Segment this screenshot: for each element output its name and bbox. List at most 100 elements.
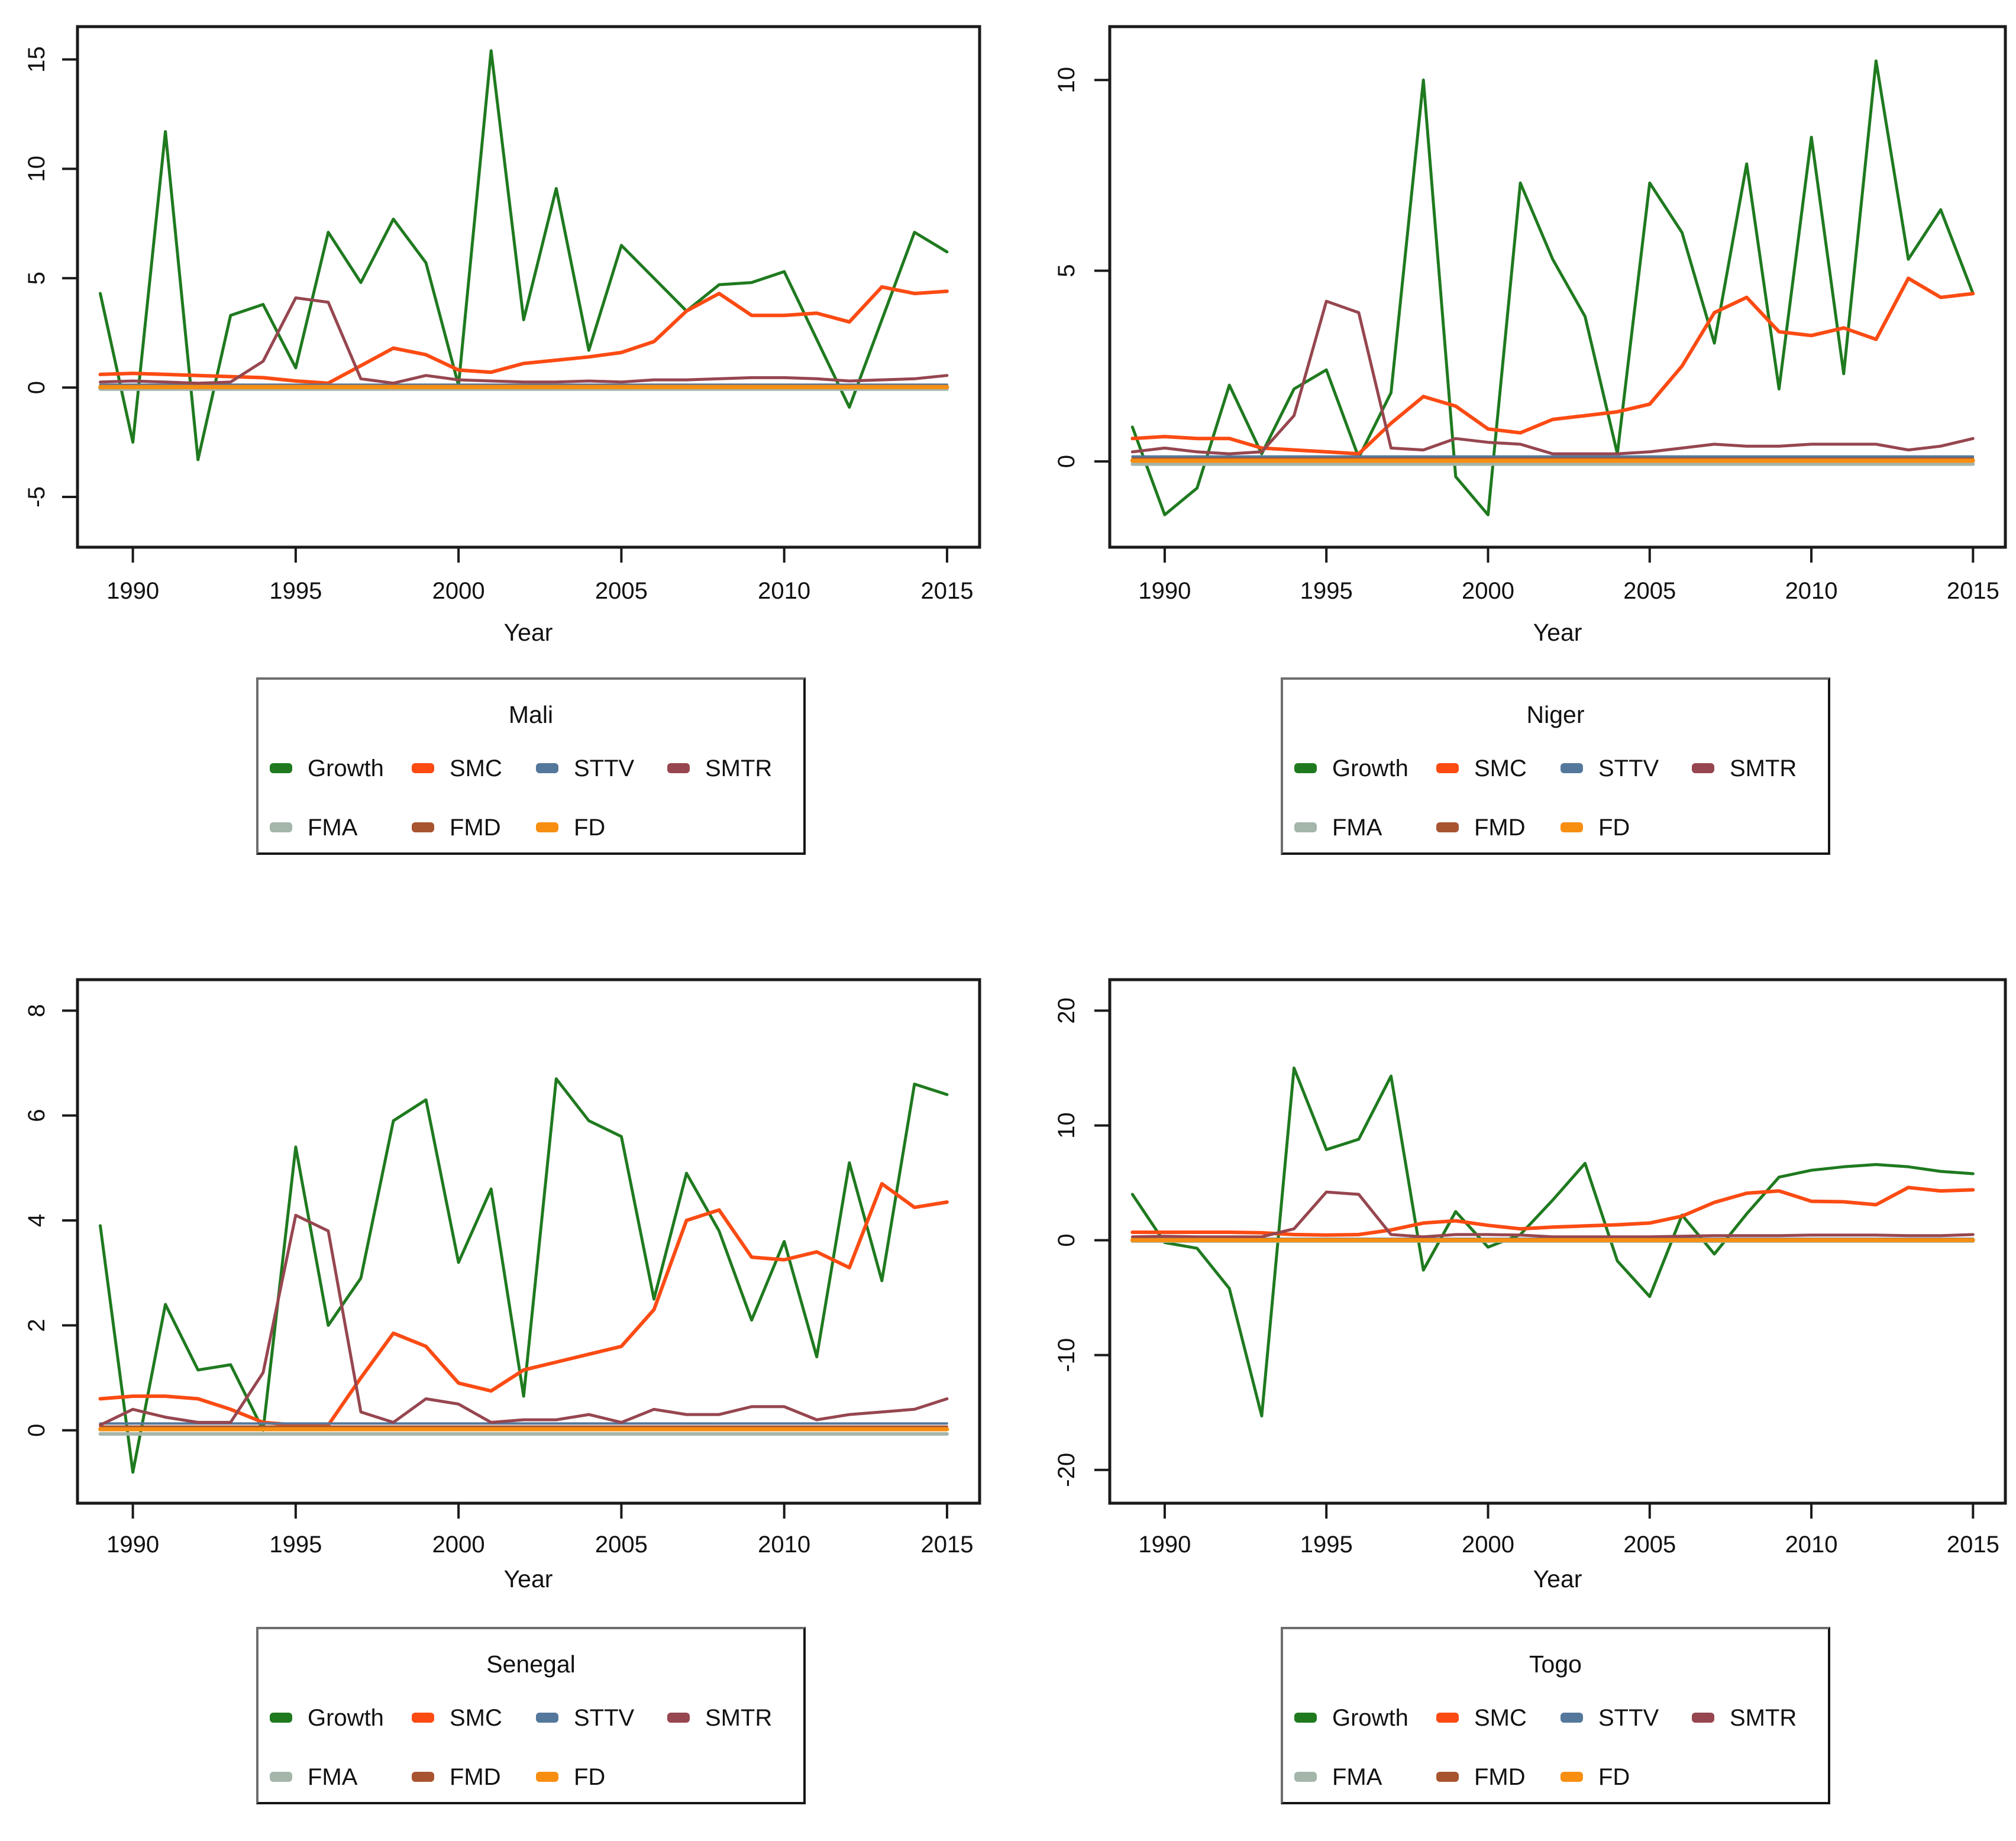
x-tick-label: 2005 bbox=[1623, 1532, 1676, 1558]
legend-swatch-fmd bbox=[1436, 1772, 1459, 1782]
senegal-legend-box: Senegal Growth SMC STTV SMTR FMA FMD FD bbox=[256, 1627, 806, 1804]
legend-label: FMD bbox=[1474, 1764, 1526, 1790]
series-line-growth bbox=[99, 1077, 949, 1474]
x-tick-label: 2000 bbox=[1462, 1532, 1514, 1558]
x-tick-label: 2015 bbox=[920, 1532, 973, 1558]
legend-label: SMTR bbox=[1730, 1705, 1797, 1731]
legend-swatch-smtr bbox=[667, 763, 690, 773]
legend-swatch-growth bbox=[270, 763, 292, 773]
legend-swatch-fmd bbox=[412, 822, 434, 832]
legend-label: Growth bbox=[1332, 755, 1408, 781]
legend-label: STTV bbox=[574, 1705, 635, 1731]
panel-mali: 1990 1995 2000 2005 2010 2015 -5 0 5 10 15 Year Ma… bbox=[0, 0, 1008, 920]
series-line-growth bbox=[99, 49, 949, 461]
series-line-smc bbox=[1130, 276, 1975, 456]
x-tick-label: 2010 bbox=[758, 1532, 810, 1558]
legend-label: FD bbox=[574, 1764, 606, 1790]
legend-label: FMA bbox=[1332, 815, 1382, 841]
legend-label: SMTR bbox=[1730, 755, 1797, 781]
legend-label: Growth bbox=[1332, 1705, 1408, 1731]
legend-label: STTV bbox=[574, 755, 635, 781]
senegal-plot-area: 1990 1995 2000 2005 2010 2015 0 2 4 6 8 bbox=[24, 978, 981, 1558]
y-tick-label: 5 bbox=[24, 272, 50, 285]
series-line-smtr bbox=[99, 296, 949, 385]
x-tick-label: 1990 bbox=[1138, 1532, 1191, 1558]
legend-swatch-fd bbox=[536, 1772, 558, 1782]
legend-label: SMTR bbox=[705, 1705, 773, 1731]
x-tick-label: 2015 bbox=[1947, 578, 1999, 604]
x-tick-label: 2005 bbox=[1623, 578, 1676, 604]
legend-label: FD bbox=[1598, 1764, 1630, 1790]
legend-title: Niger bbox=[1526, 701, 1585, 728]
x-tick-label: 1990 bbox=[106, 578, 159, 604]
panel-togo: 1990 1995 2000 2005 2010 2015 -20 -10 0 10 20 Year… bbox=[1008, 920, 2016, 1841]
legend-swatch-sttv bbox=[1561, 763, 1583, 773]
y-tick-label: 8 bbox=[24, 1004, 50, 1017]
legend-label: FMD bbox=[1474, 815, 1526, 841]
y-tick-label: 0 bbox=[1054, 1233, 1080, 1246]
legend-swatch-fd bbox=[1561, 822, 1583, 832]
legend-label: SMC bbox=[1474, 1705, 1527, 1731]
x-tick-label: 2005 bbox=[595, 1532, 648, 1558]
x-axis-title: Year bbox=[1533, 619, 1582, 646]
y-tick-label: 5 bbox=[1054, 264, 1080, 277]
series-line-growth bbox=[1130, 1066, 1975, 1417]
togo-plot-area: 1990 1995 2000 2005 2010 2015 -20 -10 0 10 20 bbox=[1054, 978, 2007, 1558]
y-tick-label: 15 bbox=[24, 46, 50, 73]
legend-title: Senegal bbox=[486, 1651, 576, 1678]
series-line-smtr bbox=[99, 1213, 949, 1427]
legend-title: Mali bbox=[508, 701, 554, 728]
legend-swatch-smtr bbox=[667, 1713, 690, 1723]
legend-label: FMA bbox=[1332, 1764, 1382, 1790]
legend-swatch-fma bbox=[270, 822, 292, 832]
x-tick-label: 1995 bbox=[1300, 1532, 1353, 1558]
legend-swatch-fd bbox=[1561, 1772, 1583, 1782]
x-axis-title: Year bbox=[1533, 1565, 1582, 1593]
y-tick-label: 20 bbox=[1054, 997, 1080, 1024]
x-tick-label: 2015 bbox=[920, 578, 973, 604]
series-line-smc bbox=[98, 285, 949, 385]
x-tick-label: 2010 bbox=[1785, 578, 1838, 604]
y-tick-label: -5 bbox=[24, 486, 50, 508]
legend-label: SMC bbox=[450, 1705, 502, 1731]
legend-swatch-smc bbox=[1436, 1713, 1459, 1723]
x-tick-label: 1990 bbox=[1138, 578, 1191, 604]
x-tick-label: 2000 bbox=[432, 1532, 485, 1558]
legend-title: Togo bbox=[1529, 1651, 1582, 1678]
niger-legend-box: Niger Growth SMC STTV SMTR FMA FMD FD bbox=[1281, 677, 1830, 855]
legend-label: FD bbox=[1598, 815, 1630, 841]
y-tick-label: 2 bbox=[24, 1319, 50, 1332]
legend-swatch-sttv bbox=[536, 1713, 558, 1723]
y-tick-label: 10 bbox=[1054, 1112, 1080, 1139]
togo-legend-box: Togo Growth SMC STTV SMTR FMA FMD FD bbox=[1281, 1627, 1830, 1804]
plot-frame bbox=[1108, 25, 2007, 549]
legend-swatch-smc bbox=[1436, 763, 1459, 773]
legend-label: Growth bbox=[308, 1705, 384, 1731]
legend-swatch-fma bbox=[270, 1772, 292, 1782]
legend-swatch-sttv bbox=[536, 763, 558, 773]
y-tick-label: 0 bbox=[24, 381, 50, 394]
x-tick-label: 2005 bbox=[595, 578, 648, 604]
x-tick-label: 2010 bbox=[1785, 1532, 1838, 1558]
plot-frame bbox=[76, 978, 981, 1505]
legend-label: Growth bbox=[308, 755, 384, 781]
legend-swatch-fmd bbox=[1436, 822, 1459, 832]
legend-label: FMA bbox=[308, 815, 358, 841]
legend-label: FMA bbox=[308, 1764, 358, 1790]
legend-swatch-fma bbox=[1294, 1772, 1317, 1782]
mali-legend-box: Mali Growth SMC STTV SMTR FMA FMD FD bbox=[256, 677, 806, 855]
legend-label: SMTR bbox=[705, 755, 773, 781]
niger-plot-area: 1990 1995 2000 2005 2010 2015 0 5 10 bbox=[1054, 25, 2007, 604]
legend-swatch-smtr bbox=[1692, 763, 1714, 773]
plot-frame bbox=[76, 25, 981, 549]
x-tick-label: 1990 bbox=[106, 1532, 159, 1558]
x-tick-label: 1995 bbox=[269, 578, 322, 604]
legend-label: STTV bbox=[1598, 755, 1659, 781]
mali-plot-area: 1990 1995 2000 2005 2010 2015 -5 0 5 10 15 bbox=[24, 25, 981, 604]
legend-swatch-growth bbox=[270, 1713, 292, 1723]
x-tick-label: 2000 bbox=[432, 578, 485, 604]
x-tick-label: 1995 bbox=[1300, 578, 1353, 604]
legend-label: SMC bbox=[450, 755, 502, 781]
legend-swatch-fd bbox=[536, 822, 558, 832]
